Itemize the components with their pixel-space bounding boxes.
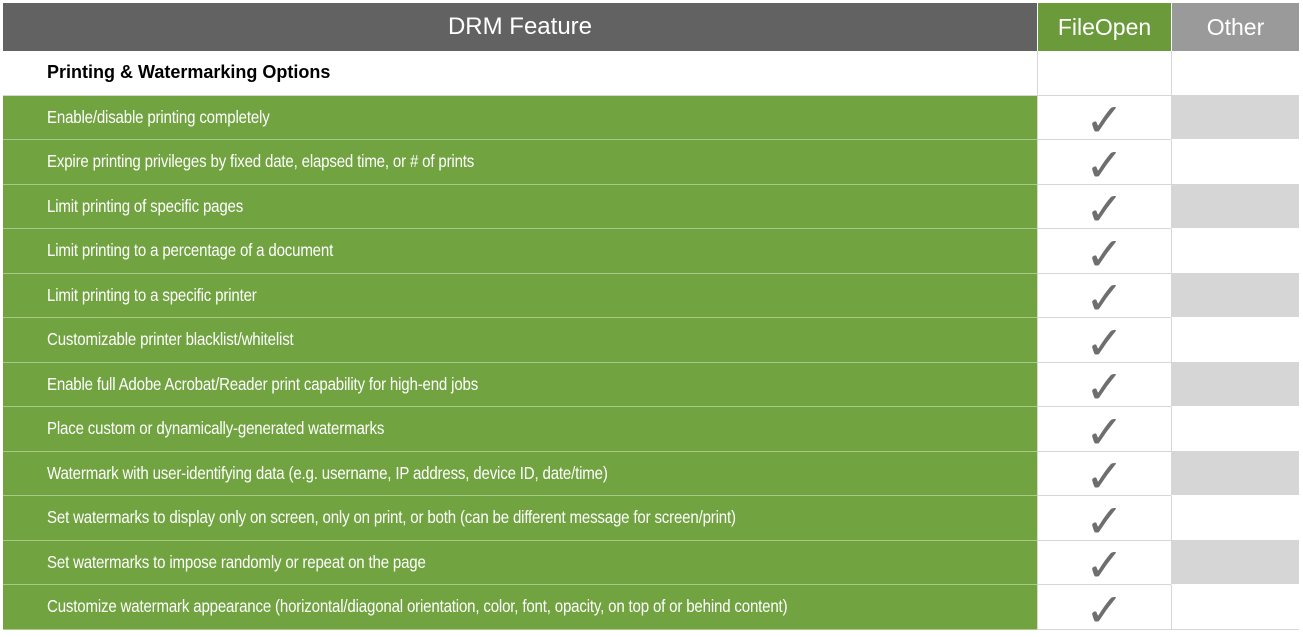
feature-label: Customizable printer blacklist/whitelist xyxy=(47,329,294,350)
feature-label: Enable/disable printing completely xyxy=(47,106,270,127)
fileopen-cell: ✓ xyxy=(1037,493,1171,548)
feature-label: Watermark with user-identifying data (e.… xyxy=(47,462,608,483)
table-row: Set watermarks to impose randomly or rep… xyxy=(3,538,1299,593)
fileopen-cell: ✓ xyxy=(1037,449,1171,504)
section-other-cell xyxy=(1171,51,1299,95)
section-header: Printing & Watermarking Options xyxy=(3,51,1299,96)
table-row: Customizable printer blacklist/whitelist… xyxy=(3,315,1299,370)
other-cell xyxy=(1171,585,1299,630)
fileopen-cell: ✓ xyxy=(1037,360,1171,415)
checkmark-icon: ✓ xyxy=(1085,271,1124,326)
other-cell xyxy=(1171,140,1299,185)
checkmark-icon: ✓ xyxy=(1085,360,1124,415)
fileopen-cell: ✓ xyxy=(1037,182,1171,237)
checkmark-icon: ✓ xyxy=(1085,404,1124,459)
feature-cell: Enable full Adobe Acrobat/Reader print c… xyxy=(3,362,1037,407)
header-feature: DRM Feature xyxy=(3,3,1037,51)
feature-cell: Set watermarks to display only on screen… xyxy=(3,496,1037,541)
table-row: Enable full Adobe Acrobat/Reader print c… xyxy=(3,360,1299,415)
feature-rows: Enable/disable printing completely ✓ Expir… xyxy=(3,93,1299,637)
other-cell xyxy=(1171,407,1299,452)
checkmark-icon: ✓ xyxy=(1085,493,1124,548)
table-row: Enable/disable printing completely ✓ xyxy=(3,93,1299,148)
table-row: Expire printing privileges by fixed date… xyxy=(3,137,1299,192)
feature-cell: Watermark with user-identifying data (e.… xyxy=(3,451,1037,496)
table-row: Place custom or dynamically-generated wa… xyxy=(3,404,1299,459)
checkmark-icon: ✓ xyxy=(1085,538,1124,593)
feature-label: Set watermarks to display only on screen… xyxy=(47,507,736,528)
section-fileopen-cell xyxy=(1037,51,1171,95)
other-cell xyxy=(1171,496,1299,541)
feature-cell: Limit printing to a percentage of a docu… xyxy=(3,229,1037,274)
feature-cell: Limit printing of specific pages xyxy=(3,184,1037,229)
fileopen-cell: ✓ xyxy=(1037,271,1171,326)
section-title: Printing & Watermarking Options xyxy=(3,51,1037,95)
feature-label: Limit printing of specific pages xyxy=(47,195,244,216)
table-row: Limit printing to a percentage of a docu… xyxy=(3,226,1299,281)
fileopen-cell: ✓ xyxy=(1037,315,1171,370)
other-cell xyxy=(1171,451,1299,496)
checkmark-icon: ✓ xyxy=(1085,449,1124,504)
checkmark-icon: ✓ xyxy=(1085,226,1124,281)
feature-label: Enable full Adobe Acrobat/Reader print c… xyxy=(47,373,479,394)
header-fileopen: FileOpen xyxy=(1037,3,1171,51)
other-cell xyxy=(1171,273,1299,318)
checkmark-icon: ✓ xyxy=(1085,93,1124,148)
comparison-table: DRM Feature FileOpen Other Printing & Wa… xyxy=(3,3,1299,637)
table-row: Watermark with user-identifying data (e.… xyxy=(3,449,1299,504)
feature-label: Place custom or dynamically-generated wa… xyxy=(47,418,385,439)
table-row: Set watermarks to display only on screen… xyxy=(3,493,1299,548)
fileopen-cell: ✓ xyxy=(1037,93,1171,148)
other-cell xyxy=(1171,229,1299,274)
fileopen-cell: ✓ xyxy=(1037,137,1171,192)
checkmark-icon: ✓ xyxy=(1085,582,1124,637)
other-cell xyxy=(1171,184,1299,229)
checkmark-icon: ✓ xyxy=(1085,182,1124,237)
feature-cell: Enable/disable printing completely xyxy=(3,95,1037,140)
table-row: Customize watermark appearance (horizont… xyxy=(3,582,1299,637)
feature-cell: Place custom or dynamically-generated wa… xyxy=(3,407,1037,452)
feature-cell: Customizable printer blacklist/whitelist xyxy=(3,318,1037,363)
feature-label: Limit printing to a percentage of a docu… xyxy=(47,240,334,261)
feature-label: Limit printing to a specific printer xyxy=(47,284,257,305)
checkmark-icon: ✓ xyxy=(1085,315,1124,370)
table-row: Limit printing to a specific printer ✓ xyxy=(3,271,1299,326)
fileopen-cell: ✓ xyxy=(1037,538,1171,593)
feature-label: Customize watermark appearance (horizont… xyxy=(47,596,788,617)
fileopen-cell: ✓ xyxy=(1037,582,1171,637)
feature-label: Expire printing privileges by fixed date… xyxy=(47,151,475,172)
feature-cell: Customize watermark appearance (horizont… xyxy=(3,585,1037,630)
other-cell xyxy=(1171,318,1299,363)
fileopen-cell: ✓ xyxy=(1037,404,1171,459)
other-cell xyxy=(1171,362,1299,407)
other-cell xyxy=(1171,540,1299,585)
feature-cell: Expire printing privileges by fixed date… xyxy=(3,140,1037,185)
header-other: Other xyxy=(1171,3,1299,51)
table-header: DRM Feature FileOpen Other xyxy=(3,3,1299,51)
other-cell xyxy=(1171,95,1299,140)
fileopen-cell: ✓ xyxy=(1037,226,1171,281)
feature-cell: Set watermarks to impose randomly or rep… xyxy=(3,540,1037,585)
table-row: Limit printing of specific pages ✓ xyxy=(3,182,1299,237)
feature-label: Set watermarks to impose randomly or rep… xyxy=(47,551,426,572)
feature-cell: Limit printing to a specific printer xyxy=(3,273,1037,318)
checkmark-icon: ✓ xyxy=(1085,137,1124,192)
